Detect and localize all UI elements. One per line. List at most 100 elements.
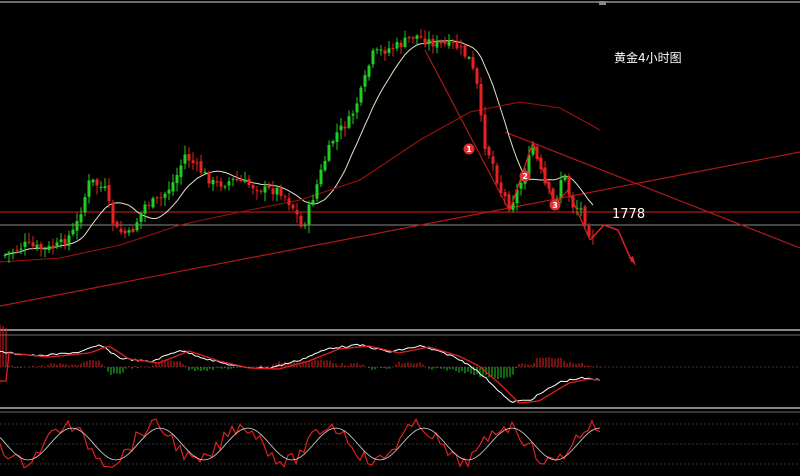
candle-body xyxy=(107,184,111,202)
candle-body xyxy=(67,235,71,246)
candle-body xyxy=(19,248,23,250)
candle-body xyxy=(183,154,187,164)
ma-long-line xyxy=(0,101,601,263)
candle-body xyxy=(511,202,515,210)
candle-body xyxy=(111,202,115,224)
candle-body xyxy=(11,251,15,253)
candle-body xyxy=(23,241,27,247)
candle-body xyxy=(359,87,363,103)
candle-body xyxy=(159,197,163,199)
candle-body xyxy=(399,42,403,48)
candle-body xyxy=(291,204,295,209)
candle-body xyxy=(327,145,331,161)
candle-body xyxy=(355,103,359,113)
candle-body xyxy=(415,35,419,39)
candle-body xyxy=(215,181,219,183)
candle-body xyxy=(419,36,423,38)
candle-body xyxy=(115,221,119,228)
candle-body xyxy=(239,179,243,182)
candle-body xyxy=(471,57,475,69)
candle-body xyxy=(363,75,367,87)
candle-body xyxy=(255,190,259,192)
candle-body xyxy=(475,68,479,84)
candle-body xyxy=(431,39,435,47)
candle-body xyxy=(367,65,371,77)
candle-body xyxy=(135,222,139,231)
candle-body xyxy=(519,182,523,189)
candle-body xyxy=(227,181,231,186)
wave-line-1 xyxy=(424,49,511,213)
candle-body xyxy=(119,228,123,233)
candle-body xyxy=(199,161,203,173)
candle-body xyxy=(143,204,147,214)
candle-body xyxy=(451,41,455,43)
candle-body xyxy=(247,178,251,186)
candle-body xyxy=(579,208,583,210)
candle-body xyxy=(231,178,235,180)
candle-body xyxy=(63,238,67,245)
candle-body xyxy=(551,188,555,200)
candle-body xyxy=(347,116,351,128)
wave-marker-label: 1 xyxy=(466,145,472,154)
candle-body xyxy=(311,200,315,205)
candle-body xyxy=(267,185,271,188)
candle-body xyxy=(171,182,175,192)
candle-body xyxy=(55,242,59,248)
candle-body xyxy=(547,182,551,189)
candle-body xyxy=(319,169,323,185)
candle-body xyxy=(59,239,63,243)
candle-body xyxy=(79,214,83,223)
candle-body xyxy=(587,226,591,237)
candle-body xyxy=(459,46,463,48)
candle-body xyxy=(151,198,155,208)
candle-body xyxy=(479,84,483,116)
candle-body xyxy=(299,215,303,227)
candle-body xyxy=(307,204,311,225)
candle-body xyxy=(283,196,287,198)
candles-group xyxy=(3,29,595,263)
candle-body xyxy=(323,160,327,171)
candle-body xyxy=(187,153,191,161)
wave-marker-label: 3 xyxy=(552,201,558,210)
candle-body xyxy=(559,180,563,199)
candle-body xyxy=(423,38,427,45)
candle-body xyxy=(351,113,355,116)
candle-body xyxy=(39,244,43,250)
candle-body xyxy=(259,190,263,192)
candle-body xyxy=(563,175,567,181)
candle-body xyxy=(203,172,207,174)
candle-body xyxy=(407,36,411,38)
falling-trendline xyxy=(504,131,800,249)
candle-body xyxy=(487,146,491,156)
candle-body xyxy=(395,42,399,49)
candle-body xyxy=(271,188,275,195)
candle-body xyxy=(443,41,447,44)
window-control-mark[interactable] xyxy=(599,1,606,5)
candle-body xyxy=(175,174,179,184)
candle-body xyxy=(383,50,387,54)
candle-body xyxy=(279,188,283,196)
candle-body xyxy=(263,186,267,193)
candle-body xyxy=(139,212,143,222)
candle-body xyxy=(499,182,503,194)
candle-body xyxy=(75,221,79,231)
candle-body xyxy=(167,189,171,194)
projection-arrowhead xyxy=(629,256,636,266)
candle-body xyxy=(287,198,291,206)
candle-body xyxy=(567,175,571,195)
candle-body xyxy=(95,179,99,186)
candle-body xyxy=(387,48,391,53)
candle-body xyxy=(315,184,319,199)
candle-body xyxy=(243,179,247,182)
candle-body xyxy=(99,186,103,188)
candle-body xyxy=(103,186,107,189)
candle-body xyxy=(343,126,347,129)
candle-body xyxy=(463,45,467,57)
candle-body xyxy=(583,206,587,225)
wave-marker-1: 1 xyxy=(463,143,475,155)
candle-body xyxy=(127,230,131,233)
candle-body xyxy=(507,194,511,208)
candle-body xyxy=(447,40,451,46)
candle-body xyxy=(91,179,95,183)
candle-body xyxy=(235,179,239,181)
